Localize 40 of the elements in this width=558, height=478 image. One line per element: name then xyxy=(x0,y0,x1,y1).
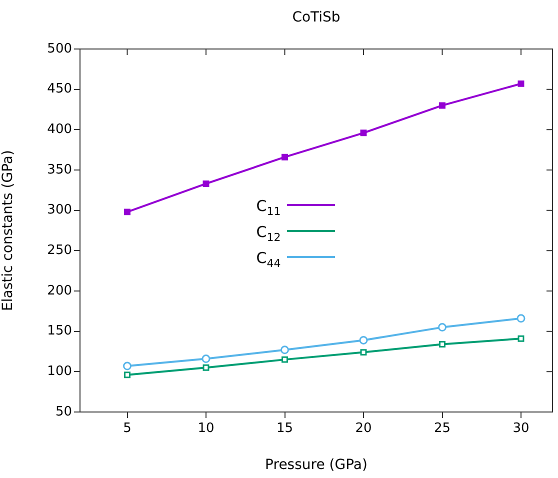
y-tick-label: 50 xyxy=(55,404,72,420)
point xyxy=(360,349,367,356)
point xyxy=(360,130,367,136)
x-tick-label: 30 xyxy=(512,421,530,436)
y-tick-label: 400 xyxy=(47,122,72,138)
x-tick-label: 5 xyxy=(123,421,132,436)
y-tick-label: 100 xyxy=(47,364,72,380)
y-tick-label: 200 xyxy=(47,283,72,298)
point xyxy=(124,372,130,378)
point xyxy=(124,208,130,216)
legend-label: C$_{12}$ xyxy=(256,222,281,246)
point xyxy=(202,354,210,364)
y-tick-label: 250 xyxy=(47,243,72,258)
point xyxy=(439,341,446,348)
legend-label: C$_{11}$ xyxy=(256,196,281,220)
y-axis-title: Elastic constants (GPa) xyxy=(0,150,16,311)
x-tick-label: 20 xyxy=(355,421,372,436)
point xyxy=(282,356,288,363)
point xyxy=(439,102,446,109)
legend-label: C$_{44}$ xyxy=(256,248,281,272)
point xyxy=(438,323,446,332)
point xyxy=(280,346,289,354)
point xyxy=(518,80,524,87)
y-tick-label: 350 xyxy=(47,162,72,178)
point xyxy=(282,154,288,160)
point xyxy=(123,362,132,370)
point xyxy=(516,314,526,323)
x-tick-label: 25 xyxy=(434,421,451,436)
point xyxy=(202,364,210,371)
point xyxy=(359,336,368,344)
x-tick-label: 10 xyxy=(198,421,214,436)
y-tick-label: 500 xyxy=(47,41,72,56)
x-axis-title: Pressure (GPa) xyxy=(265,457,368,474)
y-tick-label: 300 xyxy=(47,202,72,218)
point xyxy=(202,180,210,187)
x-tick-label: 15 xyxy=(276,421,294,436)
y-tick-label: 450 xyxy=(47,82,72,97)
y-tick-label: 150 xyxy=(47,324,72,339)
point xyxy=(518,335,524,342)
chart-title: CoTiSb xyxy=(292,10,340,26)
